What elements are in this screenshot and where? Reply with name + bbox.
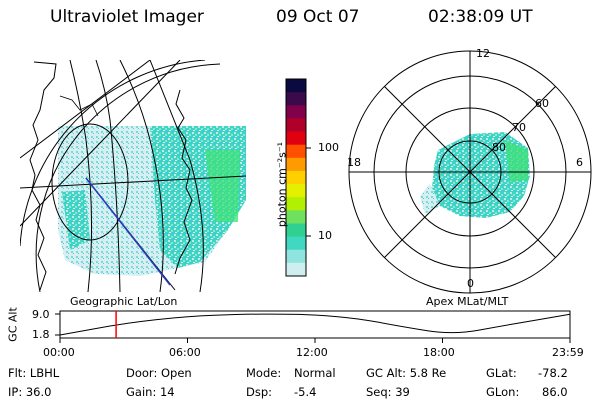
y-axis-label: GC Alt (6, 307, 20, 342)
colorbar-segment (286, 118, 306, 133)
colorbar-segment (286, 92, 306, 106)
door-info: Door: Open (126, 366, 192, 380)
colorbar-segment (286, 105, 306, 119)
colorbar-segment (286, 131, 306, 146)
colorbar-tick-10: 10 (318, 229, 332, 242)
time-label: 02:38:09 UT (428, 7, 533, 27)
colorbar-unit-label: photon cm⁻²s⁻¹ (275, 141, 289, 228)
colorbar-segment (286, 79, 306, 93)
x-tick-label-2: 12:00 (296, 346, 328, 359)
lat-label-70: 70 (512, 121, 526, 134)
date-label: 09 Oct 07 (276, 7, 360, 27)
seq-info: Seq: 39 (366, 385, 410, 399)
mlt-label-6: 6 (576, 156, 583, 169)
colorbar-tick-100: 100 (318, 141, 339, 154)
geographic-map (20, 60, 247, 292)
x-tick-label-3: 18:00 (423, 346, 455, 359)
gc-alt-info: GC Alt: 5.8 Re (366, 366, 447, 380)
colorbar (285, 78, 311, 277)
lat-label-80: 80 (492, 141, 506, 154)
x-tick-label-1: 06:00 (169, 346, 201, 359)
mlt-label-12: 12 (476, 47, 490, 60)
polar-map (348, 50, 592, 294)
mode-value: Normal (294, 366, 336, 380)
glon-label: GLon: (486, 385, 520, 399)
y-tick-label-top: 9.0 (32, 308, 50, 321)
gain-info: Gain: 14 (126, 385, 175, 399)
geographic-panel-label: Geographic Lat/Lon (70, 295, 178, 308)
mode-label: Mode: (246, 366, 282, 380)
colorbar-segment (286, 210, 306, 224)
x-tick-label-0: 00:00 (43, 346, 75, 359)
dsp-value: -5.4 (294, 385, 317, 399)
colorbar-segment (286, 144, 306, 159)
colorbar-segment (286, 170, 306, 185)
y-tick-label-bottom: 1.8 (32, 328, 50, 341)
instrument-title: Ultraviolet Imager (50, 7, 204, 27)
lat-label-60: 60 (535, 97, 549, 110)
colorbar-segment (286, 223, 306, 238)
apex-panel-label: Apex MLat/MLT (426, 295, 509, 308)
colorbar-frame (285, 78, 307, 277)
glat-label: GLat: (486, 366, 517, 380)
ip-info: IP: 36.0 (8, 385, 52, 399)
colorbar-segment (286, 249, 306, 264)
filter-info: Flt: LBHL (8, 366, 60, 380)
altitude-plot (55, 310, 571, 343)
colorbar-segment (286, 157, 306, 172)
colorbar-segment (286, 262, 306, 277)
colorbar-segment (286, 184, 306, 198)
x-tick-marks (59, 338, 571, 343)
dsp-label: Dsp: (246, 385, 273, 399)
x-tick-label-4: 23:59 (552, 346, 584, 359)
colorbar-segment (286, 236, 306, 251)
glon-value: 86.0 (542, 385, 568, 399)
mlt-label-18: 18 (347, 156, 361, 169)
colorbar-segment (286, 197, 306, 211)
glat-value: -78.2 (538, 366, 568, 380)
altitude-line (59, 313, 571, 336)
mlt-label-0: 0 (467, 277, 474, 290)
